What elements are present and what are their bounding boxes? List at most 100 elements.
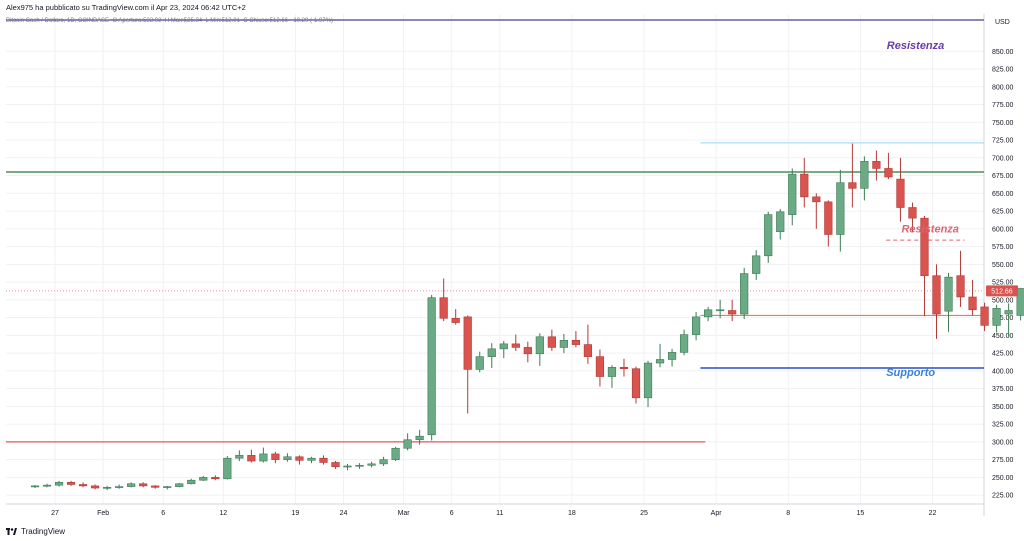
price-tick-label: 600.00 xyxy=(992,226,1014,233)
candle-body xyxy=(247,455,256,462)
tradingview-icon xyxy=(6,527,17,535)
tradingview-logo[interactable]: TradingView xyxy=(6,527,65,536)
candle-body xyxy=(355,464,364,467)
candle-body xyxy=(439,297,448,319)
candle-body xyxy=(42,484,52,487)
price-tick-label: 800.00 xyxy=(992,84,1014,91)
candle-body xyxy=(667,352,677,360)
time-tick-label: 19 xyxy=(292,510,300,517)
candle-body xyxy=(523,347,532,355)
candle-body xyxy=(223,457,232,480)
price-tick-label: 675.00 xyxy=(992,173,1014,180)
price-tick-label: 650.00 xyxy=(992,191,1014,198)
symbol-name: Bitcoin Cash / Dollaro, 1D, COINBASE xyxy=(6,18,110,24)
candle-body xyxy=(812,196,821,203)
time-tick-label: 25 xyxy=(640,510,648,517)
time-tick-label: 12 xyxy=(219,510,227,517)
candle-body xyxy=(235,455,244,459)
candle-body xyxy=(944,276,953,312)
candle-body xyxy=(631,368,641,399)
price-tick-label: 250.00 xyxy=(992,475,1014,482)
candle-body xyxy=(872,161,881,169)
candle-body xyxy=(752,255,761,274)
candle-body xyxy=(54,482,64,486)
candle-body xyxy=(884,168,893,178)
candle-body xyxy=(103,487,112,489)
candle-body xyxy=(367,463,376,466)
price-tick-label: 375.00 xyxy=(992,386,1014,393)
candle-body xyxy=(271,453,280,460)
publish-info: Alex975 ha pubblicato su TradingView.com… xyxy=(6,3,246,12)
candle-body xyxy=(91,485,100,489)
price-tick-label: 750.00 xyxy=(992,120,1014,127)
candle-body xyxy=(427,297,436,436)
close-value: C Chiuso:512.66 xyxy=(243,18,288,24)
candle-body xyxy=(66,482,76,485)
candle-body xyxy=(764,214,773,257)
candle-body xyxy=(860,161,869,189)
candle-body xyxy=(595,356,605,377)
candle-body xyxy=(559,340,568,348)
candle-body xyxy=(968,296,977,311)
candle-body xyxy=(127,483,136,487)
candle-body xyxy=(607,366,617,377)
candle-body xyxy=(403,439,412,449)
candle-body xyxy=(307,457,316,461)
price-tick-label: 625.00 xyxy=(992,209,1014,216)
time-tick-label: 18 xyxy=(568,510,576,517)
candle-body xyxy=(535,336,544,355)
price-tick-label: 775.00 xyxy=(992,102,1014,109)
candle-body xyxy=(583,344,593,357)
candle-body xyxy=(295,456,304,461)
candle-body xyxy=(319,457,328,463)
candle-body xyxy=(824,201,833,235)
candle-body xyxy=(187,479,196,485)
candle-body xyxy=(163,486,172,488)
candle-body xyxy=(932,275,941,315)
time-tick-label: 27 xyxy=(51,510,59,517)
time-tick-label: 15 xyxy=(856,510,864,517)
time-tick-label: Mar xyxy=(398,510,411,517)
currency-label: USD xyxy=(995,19,1010,26)
candle-body xyxy=(1016,288,1024,316)
price-tick-label: 825.00 xyxy=(992,67,1014,74)
time-tick-label: 11 xyxy=(496,510,503,517)
candle-body xyxy=(740,273,749,315)
candle-body xyxy=(331,462,340,468)
candle-body xyxy=(343,465,352,468)
candle-body xyxy=(896,178,905,208)
price-tick-label: 400.00 xyxy=(992,368,1014,375)
candle-body xyxy=(728,310,737,315)
candle-body xyxy=(30,485,40,488)
current-price-label: 512.66 xyxy=(991,288,1013,295)
candle-body xyxy=(691,316,701,335)
candle-body xyxy=(908,207,917,219)
time-tick-label: 6 xyxy=(450,510,454,517)
candle-body xyxy=(776,211,785,232)
candle-body xyxy=(139,483,148,487)
candle-body xyxy=(716,309,725,312)
open-value: O Apertura:522.92 xyxy=(112,18,162,24)
time-tick-label: 22 xyxy=(929,510,937,517)
candle-body xyxy=(451,317,460,323)
candle-body xyxy=(511,343,520,348)
candle-body xyxy=(199,477,208,481)
candle-body xyxy=(836,182,845,235)
candle-body xyxy=(920,217,929,276)
candle-body xyxy=(259,453,268,462)
price-tick-label: 525.00 xyxy=(992,280,1014,287)
price-tick-label: 225.00 xyxy=(992,493,1014,500)
candle-body xyxy=(992,308,1001,326)
candle-body xyxy=(487,348,496,357)
price-tick-label: 425.00 xyxy=(992,351,1014,358)
candle-body xyxy=(980,306,989,326)
brand-label: TradingView xyxy=(21,527,66,536)
time-tick-label: Apr xyxy=(711,510,723,517)
candle-body xyxy=(655,359,665,364)
candle-body xyxy=(475,356,484,370)
candle-body xyxy=(1004,310,1013,315)
candle-body xyxy=(848,182,857,189)
price-tick-label: 475.00 xyxy=(992,315,1014,322)
